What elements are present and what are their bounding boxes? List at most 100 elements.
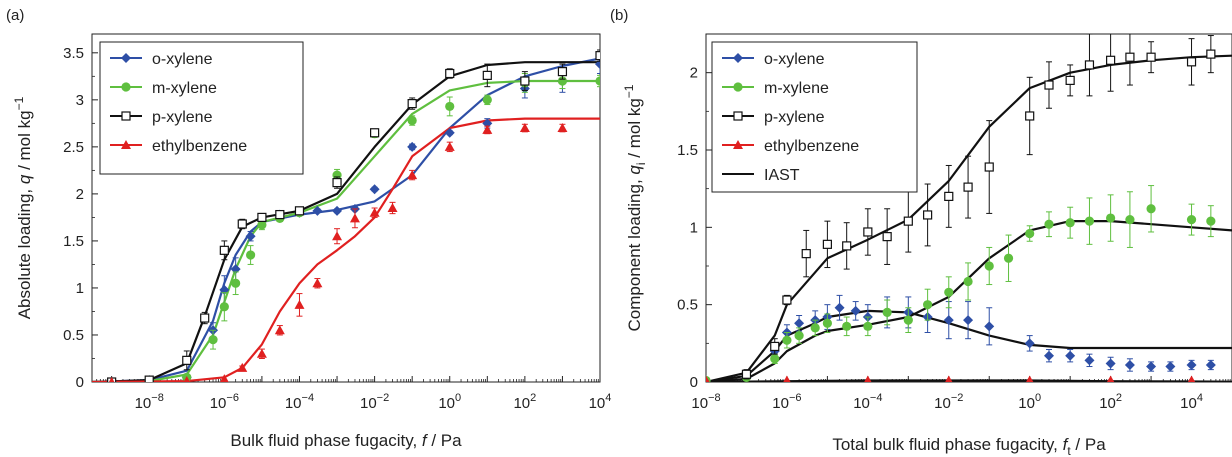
data-point-p-xylene [1084, 60, 1095, 70]
plot-area [706, 34, 1232, 382]
data-point-m-xylene [963, 276, 973, 287]
data-point-p-xylene [782, 295, 792, 305]
y-tick-label: 1.5 [677, 142, 698, 159]
data-point-ethylbenzene [256, 348, 267, 358]
data-point-o-xylene [850, 305, 861, 316]
data-point-m-xylene [770, 354, 780, 364]
data-point-o-xylene [245, 231, 256, 242]
data-point-p-xylene [332, 178, 342, 188]
data-point-m-xylene [1084, 216, 1095, 226]
data-point-m-xylene [822, 318, 832, 328]
data-point-o-xylene [332, 205, 343, 216]
legend-label: m-xylene [764, 80, 829, 97]
legend-marker [121, 82, 131, 92]
data-point-p-xylene [257, 212, 267, 223]
data-point-m-xylene [1065, 218, 1075, 228]
data-point-m-xylene [1003, 253, 1014, 263]
data-point-ethylbenzene [407, 170, 418, 180]
data-point-p-xylene [200, 313, 210, 323]
data-point-o-xylene [312, 205, 323, 216]
data-point-m-xylene [782, 335, 792, 345]
data-point-m-xylene [1186, 215, 1197, 225]
x-tick-label: 10−8 [691, 392, 720, 412]
data-point-p-xylene [520, 76, 530, 86]
data-point-ethylbenzene [557, 123, 568, 133]
data-point-p-xylene [1186, 57, 1197, 67]
legend-label: o-xylene [152, 51, 213, 68]
data-point-m-xylene [445, 101, 455, 112]
data-point-m-xylene [903, 315, 913, 325]
data-point-p-xylene [944, 191, 954, 201]
data-point-p-xylene [144, 375, 154, 382]
data-point-p-xylene [1065, 75, 1075, 86]
y-axis-label: Component loading, qi / mol kg−1 [622, 84, 648, 331]
y-tick-label: 1 [690, 219, 698, 236]
data-point-p-xylene [863, 227, 873, 237]
data-point-ethylbenzene [783, 375, 791, 382]
x-tick-label: 10−2 [360, 392, 389, 412]
data-point-ethylbenzene [864, 375, 872, 382]
data-point-p-xylene [219, 245, 229, 255]
data-point-m-xylene [208, 335, 218, 345]
x-tick-label: 102 [513, 392, 536, 412]
data-point-o-xylene [1205, 359, 1216, 370]
data-point-p-xylene [1125, 52, 1135, 62]
data-point-p-xylene [237, 219, 247, 229]
data-point-m-xylene [407, 115, 417, 126]
legend-marker [733, 111, 743, 121]
data-point-p-xylene [1044, 80, 1054, 90]
data-point-m-xylene [482, 95, 492, 105]
data-point-p-xylene [275, 209, 285, 220]
x-tick-label: 10−4 [853, 392, 882, 412]
y-tick-label: 1.5 [63, 233, 84, 250]
panel-label: (b) [610, 7, 628, 24]
data-point-p-xylene [1146, 52, 1156, 62]
data-point-o-xylene [1065, 350, 1076, 361]
data-point-m-xylene [882, 307, 892, 317]
legend-marker [121, 53, 131, 63]
data-point-o-xylene [1043, 350, 1054, 361]
data-point-ethylbenzene [349, 213, 360, 223]
data-point-p-xylene [882, 232, 892, 242]
data-point-o-xylene [1146, 361, 1157, 372]
x-tick-label: 10−6 [772, 392, 801, 412]
y-tick-label: 0.5 [677, 297, 698, 314]
data-point-m-xylene [1106, 213, 1116, 223]
data-point-m-xylene [245, 250, 256, 260]
plot-frame [91, 33, 601, 383]
x-tick-label: 100 [1018, 392, 1041, 412]
x-tick-label: 102 [1099, 392, 1122, 412]
data-point-o-xylene [1186, 359, 1197, 370]
data-point-m-xylene [1025, 228, 1035, 239]
data-point-ethylbenzene [444, 141, 455, 151]
data-point-m-xylene [944, 287, 954, 297]
x-tick-label: 10−8 [135, 392, 164, 412]
y-axis-label: Absolute loading, q / mol kg−1 [12, 96, 34, 319]
data-point-p-xylene [801, 249, 811, 259]
data-point-ethylbenzene [945, 375, 953, 382]
legend-marker [733, 82, 743, 92]
data-point-p-xylene [984, 162, 994, 172]
data-point-ethylbenzene [369, 207, 380, 217]
x-tick-label: 100 [438, 392, 461, 412]
legend-label: ethylbenzene [764, 138, 859, 155]
data-point-ethylbenzene [108, 377, 115, 382]
data-point-p-xylene [1025, 111, 1035, 121]
data-point-ethylbenzene [332, 231, 343, 241]
plot-area [92, 49, 600, 382]
data-point-p-xylene [595, 51, 600, 61]
panel-a: (a) 10−8 10−6 10−4 10−2 100 102 104 0 0.5 1 1.5 2 2.5… [6, 7, 611, 450]
data-point-p-xylene [294, 206, 305, 216]
data-point-p-xylene [741, 369, 752, 379]
data-point-m-xylene [231, 278, 241, 288]
y-tick-label: 3 [76, 92, 84, 109]
x-tick-label: 10−4 [285, 392, 314, 412]
legend: o-xylene m-xylene p-xylene ethylbenzene IAST [711, 41, 918, 193]
data-point-ethylbenzene [183, 376, 191, 382]
data-point-o-xylene [444, 127, 455, 138]
data-point-o-xylene [407, 141, 418, 152]
data-point-ethylbenzene [274, 325, 285, 335]
data-point-o-xylene [984, 321, 995, 332]
data-point-p-xylene [1106, 55, 1116, 65]
